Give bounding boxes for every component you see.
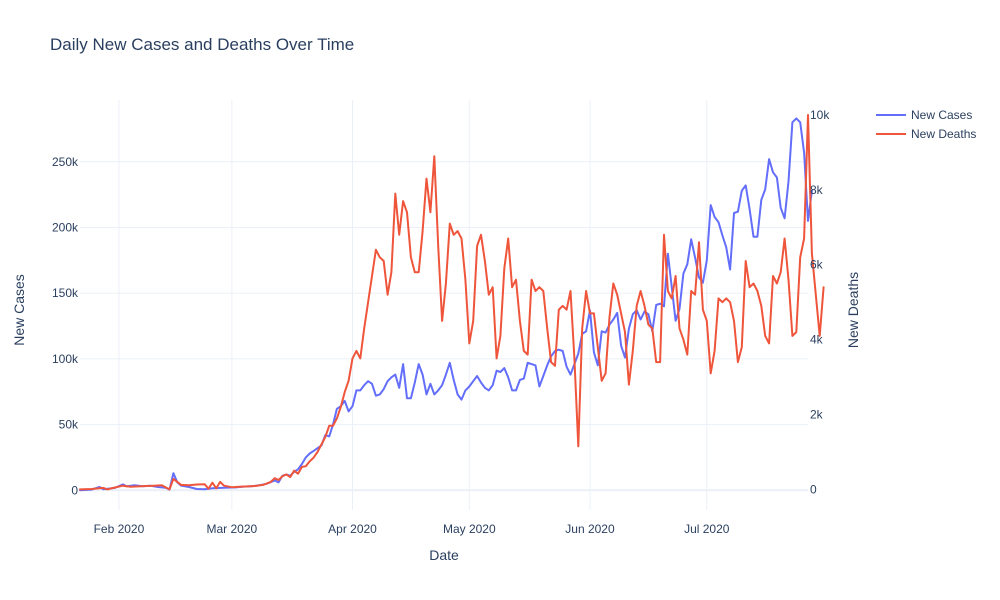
y-right-axis-label: New Deaths [845,272,861,348]
y-right-axis-ticks: 0 2k 4k 6k 8k 10k [810,108,830,496]
y-left-tick-50k: 50k [59,418,79,432]
series-lines [79,114,825,492]
series-line-new-deaths [79,114,825,491]
legend-label-new-deaths: New Deaths [911,127,976,141]
y-left-tick-200k: 200k [52,220,79,234]
y-right-tick-10k: 10k [810,108,830,122]
legend-item-new-deaths[interactable]: New Deaths [876,127,976,141]
x-tick-apr-2020: Apr 2020 [328,522,377,536]
x-axis-ticks: Feb 2020 Mar 2020 Apr 2020 May 2020 Jun 2020… [94,522,730,536]
x-axis-label: Date [429,547,459,563]
y-right-tick-6k: 6k [810,258,824,272]
y-right-tick-4k: 4k [810,333,824,347]
legend[interactable]: New Cases New Deaths [876,108,976,141]
y-right-tick-0: 0 [810,482,817,496]
y-left-tick-0: 0 [71,483,78,497]
y-left-tick-150k: 150k [52,286,79,300]
y-right-tick-2k: 2k [810,408,824,422]
gridlines [80,100,808,510]
series-line-new-cases [79,117,813,492]
y-left-axis-ticks: 0 50k 100k 150k 200k 250k [52,155,79,498]
x-tick-may-2020: May 2020 [443,522,496,536]
y-left-tick-100k: 100k [52,352,79,366]
y-right-tick-8k: 8k [810,183,824,197]
chart-title: Daily New Cases and Deaths Over Time [50,35,354,54]
legend-label-new-cases: New Cases [911,108,972,122]
y-left-tick-250k: 250k [52,155,79,169]
x-tick-mar-2020: Mar 2020 [206,522,257,536]
legend-item-new-cases[interactable]: New Cases [876,108,972,122]
x-tick-feb-2020: Feb 2020 [94,522,145,536]
x-tick-jul-2020: Jul 2020 [684,522,730,536]
y-left-axis-label: New Cases [11,274,27,346]
x-tick-jun-2020: Jun 2020 [565,522,615,536]
